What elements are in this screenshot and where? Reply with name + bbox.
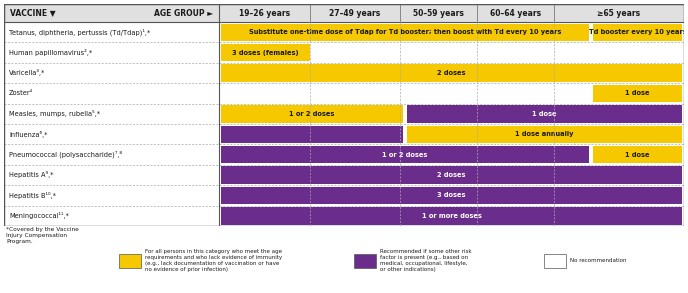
Text: 1 dose annually: 1 dose annually [515, 131, 574, 137]
Bar [4, 4, 684, 22]
Bar [4, 104, 684, 124]
Bar [4, 165, 684, 185]
Text: 2 doses: 2 doses [438, 172, 466, 178]
Bar [4, 42, 684, 63]
Text: Tetanus, diphtheria, pertussis (Td/Tdap)¹,*: Tetanus, diphtheria, pertussis (Td/Tdap)… [9, 28, 150, 36]
Bar [221, 146, 589, 163]
Text: 3 doses: 3 doses [438, 193, 466, 198]
Bar [354, 254, 376, 268]
Text: No recommendation: No recommendation [570, 258, 627, 263]
Bar [407, 125, 682, 143]
Bar [4, 63, 684, 83]
Text: Pneumococcal (polysaccharide)⁷,⁸: Pneumococcal (polysaccharide)⁷,⁸ [9, 151, 122, 158]
Text: Recommended if some other risk
factor is present (e.g., based on
medical, occupa: Recommended if some other risk factor is… [380, 249, 472, 272]
Text: 50–59 years: 50–59 years [413, 8, 464, 18]
Text: 1 dose: 1 dose [533, 111, 557, 117]
Text: 1 or more doses: 1 or more doses [422, 213, 482, 219]
Bar [593, 146, 682, 163]
Text: Human papillomavirus²,*: Human papillomavirus²,* [9, 49, 92, 56]
Bar [544, 254, 566, 268]
Text: Zoster⁴: Zoster⁴ [9, 91, 33, 96]
Bar [221, 44, 310, 61]
Bar [4, 83, 684, 104]
Text: 3 doses (females): 3 doses (females) [232, 50, 299, 56]
Bar [593, 23, 682, 41]
Text: 1 dose: 1 dose [625, 151, 649, 158]
Text: 60–64 years: 60–64 years [490, 8, 541, 18]
Text: 1 dose: 1 dose [625, 91, 649, 96]
Text: AGE GROUP ►: AGE GROUP ► [154, 8, 213, 18]
Text: VACCINE ▼: VACCINE ▼ [10, 8, 56, 18]
Bar [221, 125, 403, 143]
Bar [221, 207, 682, 224]
Bar [4, 185, 684, 206]
Bar [4, 124, 684, 144]
Bar [221, 64, 682, 82]
Text: *Covered by the Vaccine
Injury Compensation
Program.: *Covered by the Vaccine Injury Compensat… [6, 227, 79, 243]
Text: Td booster every 10 years: Td booster every 10 years [589, 29, 687, 35]
Text: 19–26 years: 19–26 years [239, 8, 290, 18]
Text: Varicella³,*: Varicella³,* [9, 69, 45, 76]
Bar [407, 105, 682, 122]
Text: 1 or 2 doses: 1 or 2 doses [383, 151, 428, 158]
Text: Hepatitis A⁹,*: Hepatitis A⁹,* [9, 171, 54, 178]
Bar [119, 254, 141, 268]
Bar [221, 23, 589, 41]
Bar [221, 187, 682, 204]
Bar [221, 166, 682, 184]
Text: 2 doses: 2 doses [438, 70, 466, 76]
Text: Influenza⁶,*: Influenza⁶,* [9, 131, 47, 138]
Text: Measles, mumps, rubella⁵,*: Measles, mumps, rubella⁵,* [9, 110, 100, 117]
Text: Meningococcal¹¹,*: Meningococcal¹¹,* [9, 212, 69, 219]
Text: Substitute one-time dose of Tdap for Td booster; then boost with Td every 10 yea: Substitute one-time dose of Tdap for Td … [249, 29, 561, 35]
Text: 27–49 years: 27–49 years [330, 8, 380, 18]
Text: ≥65 years: ≥65 years [597, 8, 641, 18]
Text: For all persons in this category who meet the age
requirements and who lack evid: For all persons in this category who mee… [145, 249, 282, 272]
Bar [4, 206, 684, 226]
Bar [593, 85, 682, 102]
Text: Hepatitis B¹⁰,*: Hepatitis B¹⁰,* [9, 192, 56, 199]
Bar [4, 144, 684, 165]
Bar [4, 22, 684, 42]
Text: 1 or 2 doses: 1 or 2 doses [290, 111, 334, 117]
Bar [221, 105, 403, 122]
